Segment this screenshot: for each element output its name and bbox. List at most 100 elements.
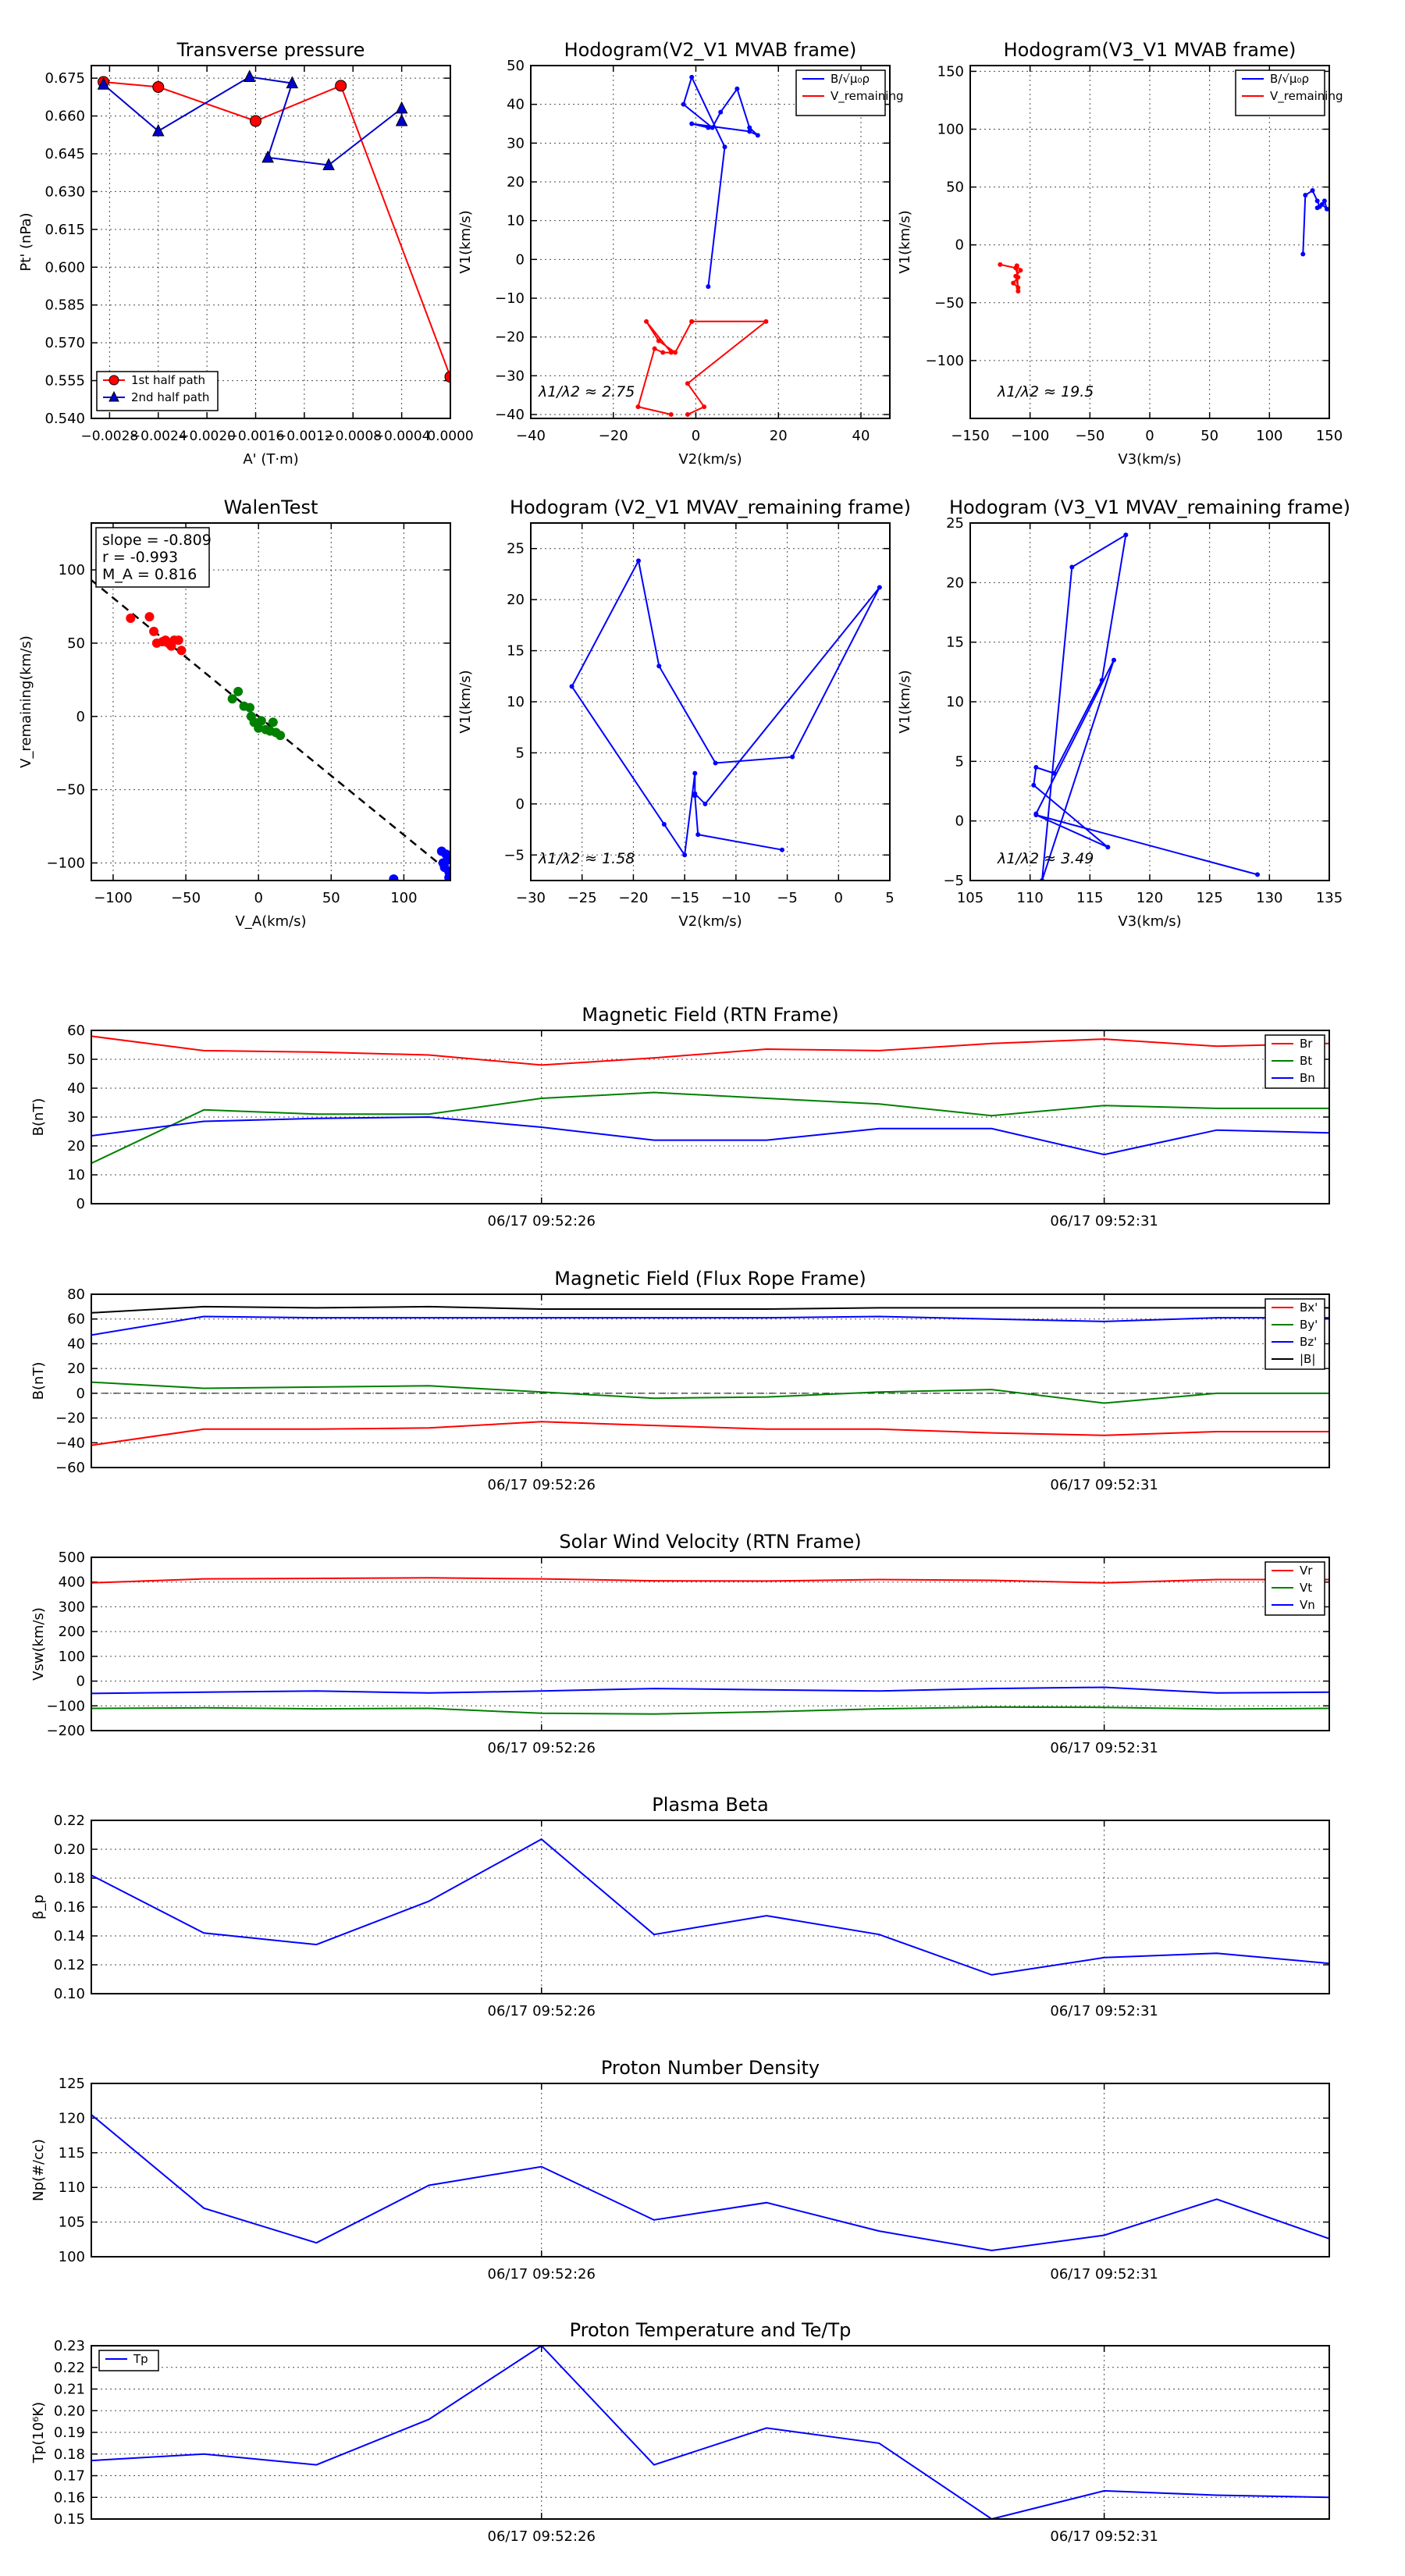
series-line-vn [91, 1686, 1329, 1695]
axes-frame [91, 522, 451, 881]
solar-wind-velocity-chart: 06/17 09:52:26 06/17 09:52:31 −200 −100 0 100… [30, 1531, 1330, 1756]
y-tick-label: 20 [67, 1361, 85, 1377]
y-tick-label: 0.23 [54, 2338, 85, 2354]
data-point [877, 585, 882, 590]
data-point [656, 664, 662, 669]
y-tick-label: 0 [516, 796, 525, 813]
legend: Vr Vt Vn [1264, 1561, 1325, 1616]
x-axis-label: V2(km/s) [678, 913, 742, 930]
x-tick-label: −50 [1075, 428, 1104, 444]
y-tick-label: 30 [67, 1109, 85, 1126]
x-tick-label: 06/17 09:52:26 [488, 2528, 596, 2545]
scatter-point [144, 612, 155, 622]
data-point [763, 318, 769, 324]
chart-title: WalenTest [224, 496, 318, 518]
y-tick-label: 0.17 [54, 2468, 85, 2485]
legend-label: B/√μ₀ρ [1270, 72, 1309, 86]
plot-area [635, 74, 769, 418]
plot-area [91, 1305, 1329, 1446]
y-tick-label: 20 [507, 174, 525, 190]
x-tick-label: −20 [618, 890, 648, 906]
chart-title: Magnetic Field (RTN Frame) [582, 1004, 838, 1026]
axes-frame [91, 2083, 1330, 2258]
y-tick-label: 10 [946, 694, 964, 710]
legend-marker [108, 375, 119, 386]
data-point [755, 133, 760, 138]
y-tick-label: 50 [946, 180, 964, 196]
y-tick-label: −100 [926, 353, 964, 369]
legend: B/√μ₀ρ V_remaining [1235, 69, 1343, 116]
x-tick-label: −0.0028 [81, 429, 139, 444]
data-point [635, 404, 641, 410]
axes-frame [91, 1293, 1330, 1468]
legend-marker [108, 390, 119, 402]
y-tick-label: 0 [76, 1674, 85, 1690]
y-axis-label: V1(km/s) [897, 670, 913, 733]
axes-frame [91, 2345, 1330, 2520]
data-point [722, 144, 727, 150]
y-axis-label: β_p [30, 1895, 47, 1920]
data-point [1314, 205, 1320, 211]
y-tick-label: 105 [59, 2215, 85, 2231]
x-tick-label: 06/17 09:52:31 [1050, 2528, 1158, 2545]
legend-label: B/√μ₀ρ [831, 72, 870, 86]
y-tick-label: 25 [507, 541, 525, 557]
y-tick-label: 0 [76, 1196, 85, 1212]
x-tick-label: −25 [567, 890, 597, 906]
series-line-b [571, 558, 880, 858]
chart-title: Hodogram(V3_V1 MVAB frame) [1004, 39, 1297, 61]
y-tick-label: 0.18 [54, 2446, 85, 2463]
y-tick-label: 150 [937, 63, 964, 80]
stats-line: M_A = 0.816 [102, 566, 197, 583]
x-tick-label: −5 [777, 890, 798, 906]
y-tick-label: 0.19 [54, 2425, 85, 2441]
y-tick-label: 0.585 [44, 297, 85, 314]
scatter-point [244, 703, 254, 713]
chart-title: Hodogram(V2_V1 MVAB frame) [564, 39, 857, 61]
data-point [702, 404, 707, 410]
data-point [682, 852, 688, 858]
scatter-point [446, 870, 450, 880]
chart-title: Magnetic Field (Flux Rope Frame) [554, 1268, 866, 1290]
data-point [673, 350, 678, 355]
plot-area [569, 558, 882, 858]
data-point [1314, 198, 1320, 204]
chart-title: Solar Wind Velocity (RTN Frame) [559, 1531, 861, 1553]
y-tick-label: 50 [507, 58, 525, 74]
x-tick-label: 0 [834, 890, 843, 906]
y-tick-label: 10 [507, 213, 525, 229]
x-tick-label: −40 [516, 428, 546, 444]
data-point [1324, 206, 1329, 212]
legend-label: Bz' [1300, 1335, 1317, 1349]
data-point [710, 125, 715, 130]
series-line-b [1033, 533, 1258, 881]
plot-area [97, 69, 450, 383]
y-axis-label: V_remaining(km/s) [18, 635, 34, 768]
data-point [689, 318, 695, 324]
data-point [97, 77, 110, 90]
data-point [998, 262, 1003, 267]
y-tick-label: 60 [67, 1023, 85, 1039]
y-tick-label: 60 [67, 1311, 85, 1328]
series-line-np [91, 2114, 1329, 2252]
axes-frame [530, 522, 891, 881]
axes-frame [91, 65, 451, 419]
x-tick-label: 120 [1136, 890, 1163, 906]
y-tick-label: −20 [55, 1411, 85, 1427]
ratio-annotation: λ1/λ2 ≈ 2.75 [538, 383, 635, 400]
y-tick-label: −60 [55, 1460, 85, 1476]
y-tick-label: 0.660 [44, 109, 85, 125]
y-tick-label: −40 [495, 407, 525, 423]
scatter-point [173, 635, 183, 646]
legend-label: Vt [1300, 1581, 1312, 1595]
chart-title: Proton Number Density [601, 2057, 820, 2079]
y-tick-label: 40 [67, 1080, 85, 1097]
data-point [569, 684, 574, 689]
legend-label: 2nd half path [131, 390, 209, 404]
legend-box [1264, 1298, 1325, 1370]
magnetic-field-flux-rope-chart: 06/17 09:52:26 06/17 09:52:31 −60 −40 −20 0 20… [30, 1268, 1330, 1493]
legend-label: Vr [1300, 1564, 1313, 1578]
y-tick-label: −5 [503, 847, 525, 863]
series-line-v-remaining [637, 320, 769, 415]
x-axis-label: A' (T·m) [243, 451, 298, 468]
